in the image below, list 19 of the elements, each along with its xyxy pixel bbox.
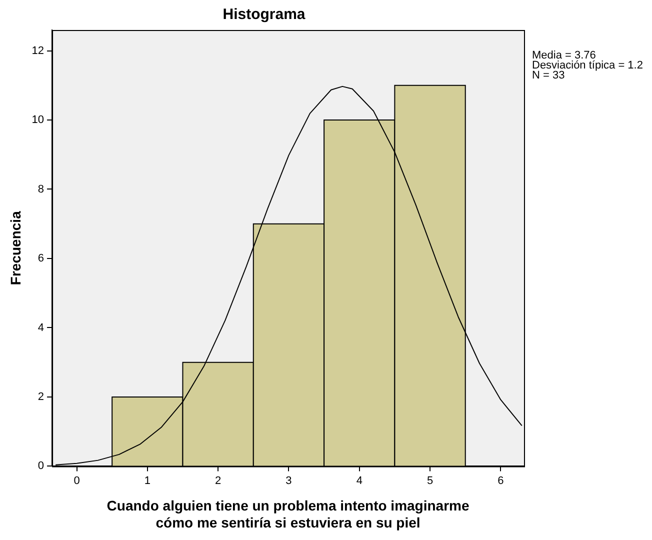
y-tick-label: 0 xyxy=(38,460,44,472)
y-tick-label: 12 xyxy=(32,44,44,57)
x-tick-label: 3 xyxy=(286,474,292,487)
x-tick-label: 5 xyxy=(426,474,434,487)
x-tick-label: 0 xyxy=(74,474,80,487)
x-tick-label: 2 xyxy=(215,474,222,487)
text: Desviación típica = 1.2 xyxy=(532,60,643,72)
x-axis-title: Cuando alguien tiene un problema intento imaginarme cómo me sentiría si estuviera en su piel xyxy=(106,498,470,530)
x-tick-label: 1 xyxy=(144,474,150,487)
x-tick-label: 6 xyxy=(498,474,504,487)
y-axis-title: Frecuencia xyxy=(7,210,24,286)
y-tick-label: 8 xyxy=(38,183,44,196)
y-tick-label: 10 xyxy=(32,114,44,126)
chart-title: Histograma xyxy=(222,6,306,24)
text: N = 33 xyxy=(532,70,565,82)
y-tick-label: 4 xyxy=(38,322,44,334)
y-tick-label: 6 xyxy=(38,252,44,265)
x-tick-label: 4 xyxy=(356,474,362,487)
y-tick-label: 2 xyxy=(38,390,44,403)
